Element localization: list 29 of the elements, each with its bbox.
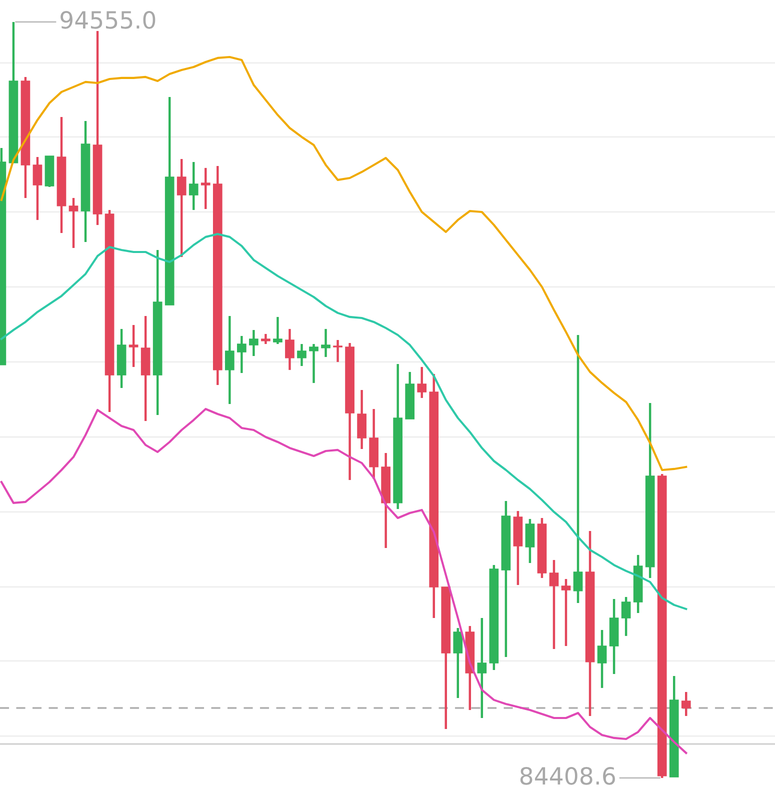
candlestick [176, 158, 186, 258]
candlestick [357, 388, 366, 450]
candlestick [309, 342, 318, 384]
candlestick [321, 328, 330, 358]
candlestick [200, 166, 210, 210]
candlestick [285, 328, 294, 372]
candlestick [128, 324, 138, 368]
candlestick [237, 334, 246, 374]
candlestick [68, 196, 78, 250]
candlestick [261, 332, 270, 346]
candlestick [453, 626, 463, 700]
candlestick [249, 328, 258, 358]
annotation: 84408.6 [520, 766, 615, 785]
candlestick [224, 314, 234, 406]
candlestick [32, 156, 42, 222]
candlestick [525, 518, 535, 564]
candlestick [417, 366, 427, 400]
candlestick [597, 628, 607, 690]
candlestick [549, 558, 559, 650]
candlestick [561, 578, 571, 648]
candlestick [188, 160, 198, 212]
candlestick [573, 334, 583, 604]
candlestick [621, 596, 631, 638]
candlestick [477, 616, 487, 720]
annotation: 94555.0 [60, 10, 156, 29]
candlestick [333, 338, 342, 364]
candlestick [273, 316, 282, 346]
candlestick [297, 342, 306, 368]
candlestick [681, 690, 691, 718]
